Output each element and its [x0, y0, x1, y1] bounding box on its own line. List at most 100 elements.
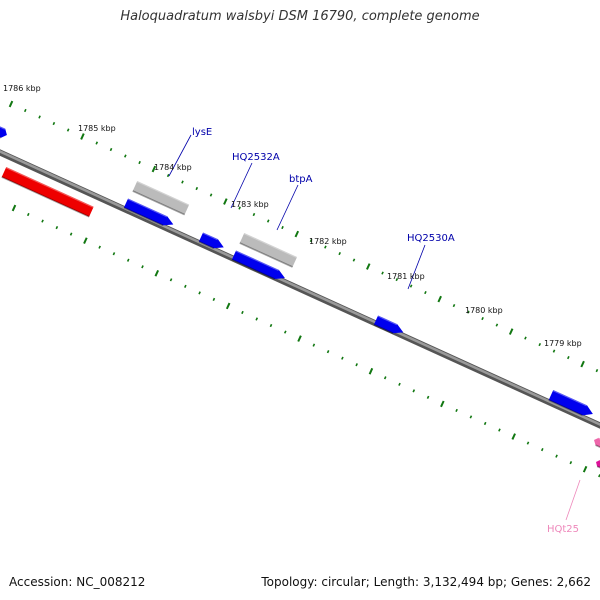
leader-HQt25 [565, 479, 581, 521]
inner-tick [582, 465, 588, 473]
outer-tick [209, 193, 213, 197]
gene-label-lysE: lysE [192, 127, 212, 138]
inner-tick [269, 323, 273, 328]
outer-tick [8, 100, 14, 108]
trna-feature [594, 437, 600, 449]
outer-tick [409, 284, 413, 288]
outer-tick [508, 328, 514, 335]
kbp-label-1780: 1780 kbp [465, 306, 503, 315]
label-leaders [168, 134, 581, 521]
kbp-labels: 1786 kbp 1785 kbp 1784 kbp 1783 kbp 1782… [3, 84, 582, 348]
outer-tick [567, 355, 570, 360]
inner-tick [368, 367, 374, 375]
forward-cds-feature [373, 315, 404, 334]
outer-tick [151, 165, 157, 173]
outer-tick [495, 323, 499, 327]
outer-tick [338, 251, 341, 256]
gene-label-HQ2530A: HQ2530A [407, 233, 455, 244]
outer-tick [452, 303, 456, 308]
inner-tick [341, 356, 344, 360]
outer-tick [109, 147, 113, 152]
inner-tick [326, 350, 330, 354]
inner-tick [412, 389, 416, 393]
inner-tick [198, 291, 201, 295]
outer-tick [66, 128, 70, 132]
inner-tick [55, 225, 59, 230]
inner-tick [398, 382, 401, 386]
leader-HQ2530A [407, 244, 426, 290]
outer-tick [294, 230, 300, 238]
kbp-label-1785: 1785 kbp [78, 124, 116, 133]
inner-tick [212, 297, 216, 302]
inner-tick [555, 454, 558, 458]
outer-tick [395, 277, 399, 282]
inner-tick [526, 441, 530, 445]
reverse-cds-feature [1, 166, 94, 218]
inner-tick [426, 395, 430, 399]
outer-tick [80, 133, 85, 140]
kbp-label-1786: 1786 kbp [3, 84, 41, 93]
inner-tick [283, 330, 287, 334]
inner-tick [112, 252, 116, 256]
leader-btpA [276, 184, 299, 231]
outer-tick [552, 349, 556, 353]
inner-tick [483, 421, 487, 426]
outer-tick [538, 342, 542, 347]
genome-backbone [0, 149, 600, 429]
inner-tick [355, 363, 358, 367]
inner-tick [26, 212, 30, 217]
outer-tick [524, 336, 527, 340]
outer-tick [52, 121, 56, 126]
kbp-label-1779: 1779 kbp [544, 339, 582, 348]
map-title: Haloquadratum walsbyi DSM 16790, complet… [120, 9, 480, 24]
leader-HQ2532A [230, 162, 253, 209]
pseudogene-feature [239, 232, 298, 268]
outer-tick [38, 115, 41, 119]
gene-label-HQ2532A: HQ2532A [232, 152, 280, 163]
gene-features [0, 125, 600, 470]
outer-tick [580, 360, 585, 368]
outer-tick [595, 368, 599, 373]
inner-tick [312, 343, 316, 347]
outer-tick [437, 295, 442, 303]
outer-tick [381, 271, 384, 275]
outer-tick [281, 225, 284, 230]
inner-tick [569, 461, 573, 465]
kbp-label-1782: 1782 kbp [309, 237, 347, 246]
genome-stats-text: Topology: circular; Length: 3,132,494 bp… [261, 575, 591, 589]
kbp-label-1784: 1784 kbp [154, 163, 192, 172]
outer-tick [23, 108, 27, 113]
outer-tick [166, 173, 170, 178]
inner-tick [141, 265, 144, 269]
outer-tick [195, 186, 199, 191]
outer-tick [324, 245, 327, 249]
inner-tick [383, 376, 387, 380]
inner-tick [98, 245, 101, 249]
inner-tick [297, 335, 302, 342]
forward-cds-feature [548, 389, 593, 417]
outer-tick [481, 316, 484, 321]
inner-tick [11, 204, 17, 212]
leader-lysE [168, 134, 192, 177]
outer-tick [95, 141, 99, 145]
outer-tick [238, 206, 241, 210]
inner-tick [225, 302, 231, 310]
forward-cds-feature [0, 125, 7, 139]
inner-tick [69, 232, 73, 236]
outer-tick [366, 263, 371, 270]
inner-tick [498, 428, 501, 432]
outer-tick [424, 290, 427, 295]
inner-tick [154, 269, 160, 277]
outer-tick [181, 180, 184, 184]
accession-text: Accession: NC_008212 [9, 575, 146, 589]
inner-tick [184, 284, 187, 288]
outer-tick [124, 154, 127, 158]
outer-tick [223, 198, 228, 205]
pseudogene-feature [132, 180, 190, 216]
inner-tick [469, 415, 473, 419]
gene-labels: lysE HQ2532A btpA HQ2530A HQt25 [192, 127, 579, 535]
outer-tick [138, 160, 141, 165]
outer-tick [309, 238, 313, 243]
outer-tick [266, 219, 270, 223]
